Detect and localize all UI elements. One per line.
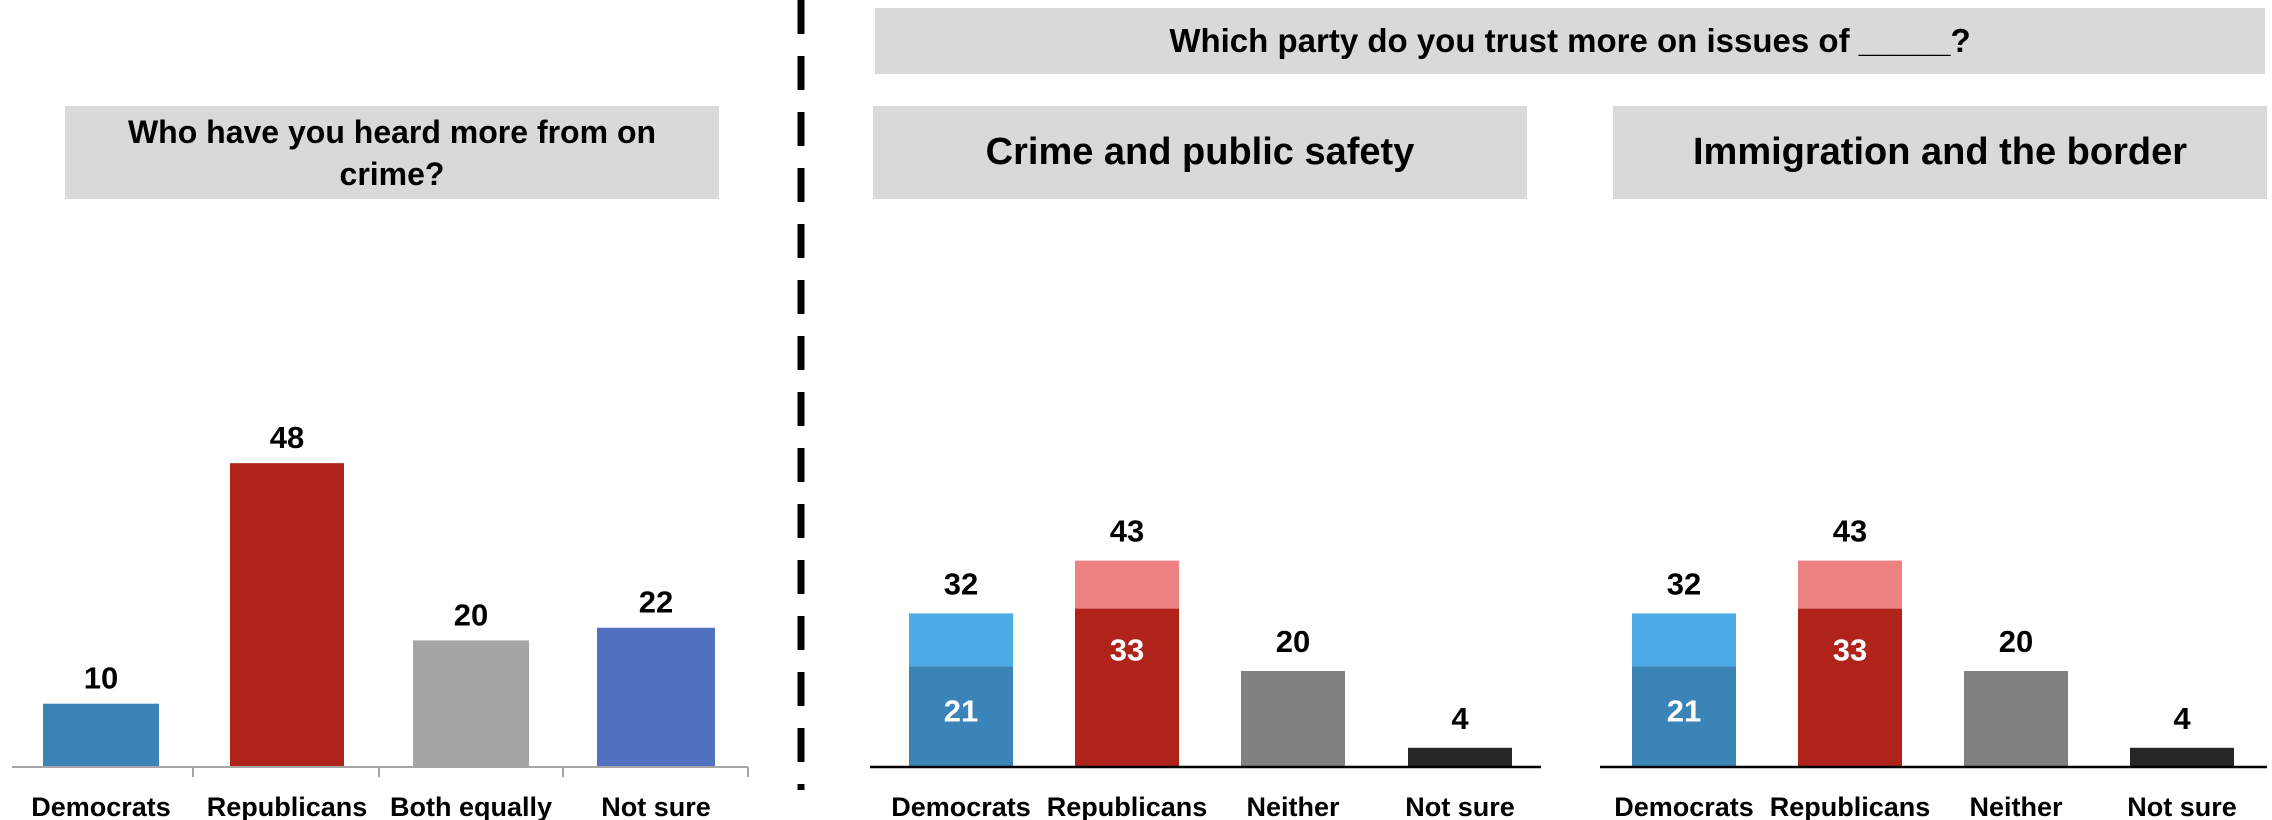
heard-chart-title: Who have you heard more from on crime? xyxy=(65,106,719,199)
heard-bar-not-sure xyxy=(597,627,715,767)
crime-bar-not-sure xyxy=(1408,747,1512,767)
immigration-value-label-neither: 20 xyxy=(1999,624,2033,659)
trust-question-title: Which party do you trust more on issues … xyxy=(875,8,2265,74)
crime-value-label-republicans: 43 xyxy=(1110,514,1144,549)
immigration-bar-neither xyxy=(1964,671,2068,767)
immigration-bar-not-sure xyxy=(2130,747,2234,767)
crime-chart-title: Crime and public safety xyxy=(873,106,1527,199)
immigration-bar-inner-democrats xyxy=(1632,666,1736,767)
immigration-value-label-republicans: 43 xyxy=(1833,514,1867,549)
crime-value-label-not-sure: 4 xyxy=(1451,701,1469,736)
immigration-category-label-not-sure: Not sure xyxy=(2127,792,2237,820)
crime-category-label-not-sure: Not sure xyxy=(1405,792,1515,820)
heard-category-label-democrats: Democrats xyxy=(31,792,171,820)
section-divider xyxy=(797,0,805,790)
immigration-inner-value-label-democrats: 21 xyxy=(1667,694,1701,729)
crime-bar-outer-democrats xyxy=(909,613,1013,667)
crime-category-label-neither: Neither xyxy=(1246,792,1340,820)
crime-bar-inner-democrats xyxy=(909,666,1013,767)
heard-category-label-both-equally: Both equally xyxy=(390,792,552,820)
crime-inner-value-label-democrats: 21 xyxy=(944,694,978,729)
heard-category-label-republicans: Republicans xyxy=(207,792,368,820)
heard-bar-democrats xyxy=(43,703,159,767)
immigration-chart-title: Immigration and the border xyxy=(1613,106,2267,199)
crime-bar-neither xyxy=(1241,671,1345,767)
crime-category-label-republicans: Republicans xyxy=(1047,792,1208,820)
heard-value-label-democrats: 10 xyxy=(84,661,118,696)
immigration-category-label-republicans: Republicans xyxy=(1770,792,1931,820)
heard-bar-republicans xyxy=(230,463,344,767)
crime-bar-inner-republicans xyxy=(1075,608,1179,767)
heard-value-label-not-sure: 22 xyxy=(639,585,673,620)
immigration-value-label-not-sure: 4 xyxy=(2173,701,2191,736)
immigration-category-label-neither: Neither xyxy=(1969,792,2063,820)
crime-value-label-democrats: 32 xyxy=(944,566,978,601)
immigration-bar-outer-republicans xyxy=(1798,560,1902,609)
heard-value-label-republicans: 48 xyxy=(270,420,304,455)
immigration-category-label-democrats: Democrats xyxy=(1614,792,1754,820)
heard-value-label-both-equally: 20 xyxy=(454,597,488,632)
crime-bar-outer-republicans xyxy=(1075,560,1179,609)
immigration-bar-inner-republicans xyxy=(1798,608,1902,767)
heard-category-label-not-sure: Not sure xyxy=(601,792,711,820)
crime-inner-value-label-republicans: 33 xyxy=(1110,633,1144,668)
crime-value-label-neither: 20 xyxy=(1276,624,1310,659)
heard-bar-both-equally xyxy=(413,640,529,767)
immigration-bar-outer-democrats xyxy=(1632,613,1736,667)
crime-category-label-democrats: Democrats xyxy=(891,792,1031,820)
immigration-value-label-democrats: 32 xyxy=(1667,566,1701,601)
immigration-inner-value-label-republicans: 33 xyxy=(1833,633,1867,668)
